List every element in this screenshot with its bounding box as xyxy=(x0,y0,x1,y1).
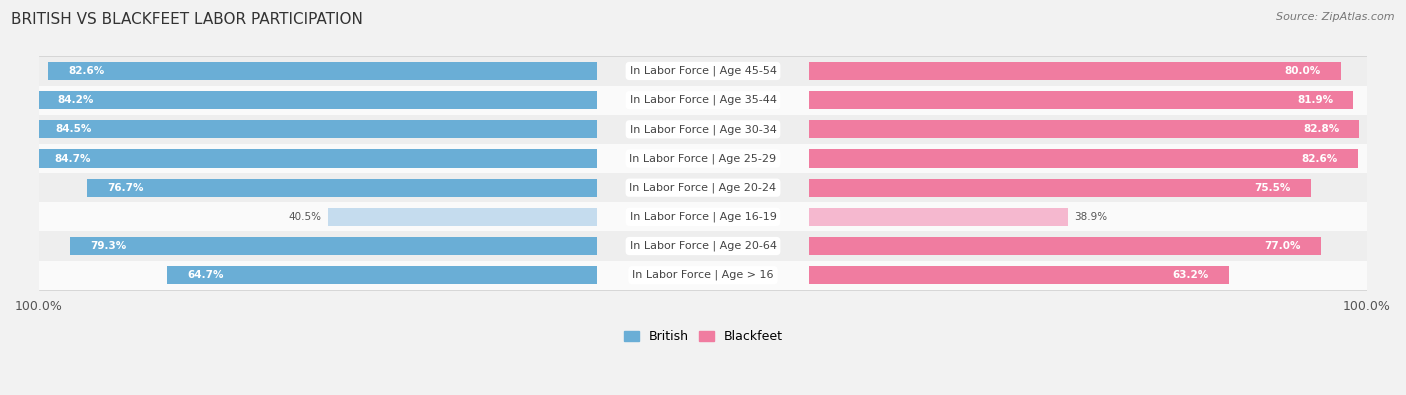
Bar xyxy=(35,120,596,138)
Text: In Labor Force | Age 30-34: In Labor Force | Age 30-34 xyxy=(630,124,776,135)
Bar xyxy=(810,62,1340,80)
Bar xyxy=(39,261,1367,290)
Text: 84.5%: 84.5% xyxy=(56,124,91,134)
Text: 82.6%: 82.6% xyxy=(1302,154,1339,164)
Text: 38.9%: 38.9% xyxy=(1074,212,1108,222)
Text: In Labor Force | Age 20-24: In Labor Force | Age 20-24 xyxy=(630,182,776,193)
Text: 63.2%: 63.2% xyxy=(1173,270,1209,280)
Bar xyxy=(39,231,1367,261)
Bar xyxy=(87,179,596,197)
Bar xyxy=(39,202,1367,231)
Bar xyxy=(39,115,1367,144)
Bar xyxy=(38,91,596,109)
Text: In Labor Force | Age 20-64: In Labor Force | Age 20-64 xyxy=(630,241,776,251)
Text: 80.0%: 80.0% xyxy=(1284,66,1320,76)
Text: 84.7%: 84.7% xyxy=(55,154,91,164)
Text: 79.3%: 79.3% xyxy=(90,241,127,251)
Text: 76.7%: 76.7% xyxy=(107,182,143,193)
Bar xyxy=(48,62,596,80)
Text: In Labor Force | Age 16-19: In Labor Force | Age 16-19 xyxy=(630,212,776,222)
Bar xyxy=(39,144,1367,173)
Text: 77.0%: 77.0% xyxy=(1264,241,1301,251)
Text: 40.5%: 40.5% xyxy=(288,212,321,222)
Bar xyxy=(810,179,1310,197)
Bar xyxy=(810,237,1320,255)
Text: 64.7%: 64.7% xyxy=(187,270,224,280)
Legend: British, Blackfeet: British, Blackfeet xyxy=(623,330,783,343)
Bar xyxy=(810,266,1229,284)
Text: 84.2%: 84.2% xyxy=(58,95,94,105)
Text: 75.5%: 75.5% xyxy=(1254,182,1291,193)
Text: In Labor Force | Age 35-44: In Labor Force | Age 35-44 xyxy=(630,95,776,105)
Bar xyxy=(34,149,596,167)
Bar xyxy=(70,237,596,255)
Text: Source: ZipAtlas.com: Source: ZipAtlas.com xyxy=(1277,12,1395,22)
Bar xyxy=(328,208,596,226)
Text: BRITISH VS BLACKFEET LABOR PARTICIPATION: BRITISH VS BLACKFEET LABOR PARTICIPATION xyxy=(11,12,363,27)
Bar xyxy=(810,208,1067,226)
Text: 82.6%: 82.6% xyxy=(67,66,104,76)
Text: In Labor Force | Age 25-29: In Labor Force | Age 25-29 xyxy=(630,153,776,164)
Text: 82.8%: 82.8% xyxy=(1303,124,1339,134)
Bar xyxy=(167,266,596,284)
Bar xyxy=(39,56,1367,86)
Bar xyxy=(810,91,1353,109)
Bar xyxy=(39,86,1367,115)
Bar xyxy=(39,173,1367,202)
Text: In Labor Force | Age 45-54: In Labor Force | Age 45-54 xyxy=(630,66,776,76)
Text: In Labor Force | Age > 16: In Labor Force | Age > 16 xyxy=(633,270,773,280)
Bar xyxy=(810,149,1358,167)
Bar xyxy=(810,120,1360,138)
Text: 81.9%: 81.9% xyxy=(1298,95,1333,105)
